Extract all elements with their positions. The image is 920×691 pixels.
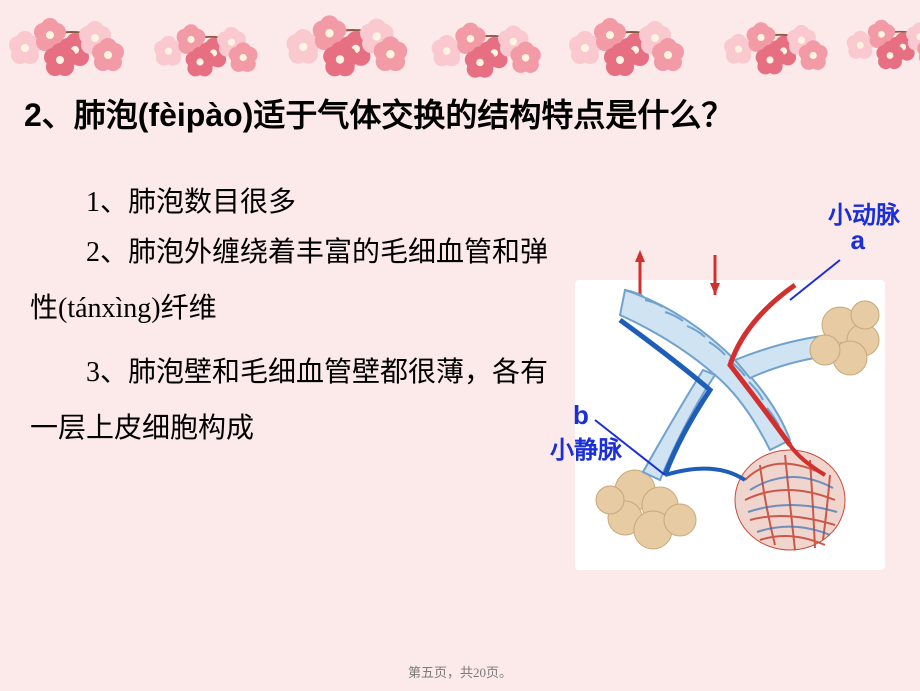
label-vein-text: 小静脉 [550,430,622,465]
alveoli-svg [565,250,895,580]
answer-item-2: 2、肺泡外缠绕着丰富的毛细血管和弹性(tánxìng)纤维 [30,225,560,337]
slide-footer: 第五页，共20页。 [0,662,920,681]
flower-banner-svg [0,0,920,80]
question-title: 2、肺泡(fèipào)适于气体交换的结构特点是什么？ [24,90,904,141]
answer-item-3: 3、肺泡壁和毛细血管壁都很薄，各有一层上皮细胞构成 [30,345,560,457]
flower-banner [0,0,920,80]
answer-item-1: 1、肺泡数目很多 [30,175,560,231]
label-vein-letter: b [573,400,589,431]
label-artery-letter: a [851,225,865,256]
alveoli-figure: 小动脉 a b 小静脉 [565,250,895,580]
